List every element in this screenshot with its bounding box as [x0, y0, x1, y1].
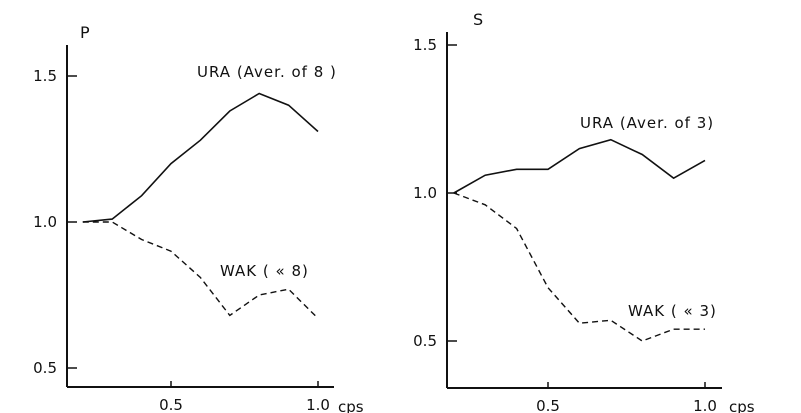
panel-s-title: S — [473, 10, 483, 29]
panel-p-y-tick-label-2: 1.5 — [33, 67, 57, 85]
panel-s-y-tick-label-1: 1.0 — [413, 184, 437, 202]
panel-p-x-tick-label-0: 0.5 — [159, 396, 183, 413]
panel-p-y-ticks: 0.5 1.0 1.5 — [33, 67, 77, 377]
panel-s-x-ticks: 0.5 1.0 — [536, 382, 717, 413]
panel-s-y-tick-label-2: 1.5 — [413, 36, 437, 54]
panel-p-y-tick-label-0: 0.5 — [33, 359, 57, 377]
panel-p-wak-line — [82, 221, 319, 319]
panel-p-x-axis-unit: cps — [338, 398, 364, 413]
panel-p-ura-line — [82, 92, 319, 223]
panel-s-x-tick-label-1: 1.0 — [693, 397, 717, 413]
panel-p-title: P — [80, 23, 90, 42]
panel-p-ura-label: URA (Aver. of 8 ) — [197, 63, 337, 81]
panel-s-y-tick-label-0: 0.5 — [413, 332, 437, 350]
panel-s-wak-label: WAK ( « 3) — [628, 302, 717, 320]
panel-p-x-ticks: 0.5 1.0 — [159, 381, 330, 413]
panel-s-ura-line — [453, 138, 706, 194]
panel-p: P 0.5 1.0 1.5 0.5 1.0 cps URA (Aver. of … — [33, 23, 364, 413]
panel-s: S 0.5 1.0 1.5 0.5 1.0 cps URA (Aver. of … — [413, 10, 755, 413]
panel-s-x-tick-label-0: 0.5 — [536, 397, 560, 413]
panel-p-x-tick-label-1: 1.0 — [306, 396, 330, 413]
panel-p-y-tick-label-1: 1.0 — [33, 213, 57, 231]
panel-s-ura-label: URA (Aver. of 3) — [580, 114, 714, 132]
panel-s-x-axis-unit: cps — [729, 398, 755, 413]
panel-p-wak-label: WAK ( « 8) — [220, 262, 309, 280]
panel-s-y-ticks: 0.5 1.0 1.5 — [413, 36, 457, 350]
